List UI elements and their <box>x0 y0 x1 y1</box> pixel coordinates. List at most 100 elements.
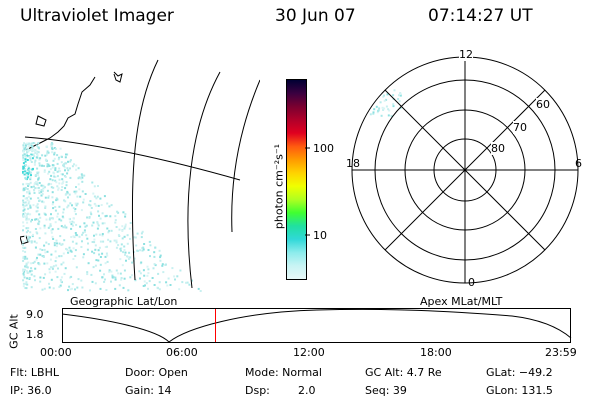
aurora-pixel <box>51 147 54 150</box>
aurora-pixel <box>51 203 54 206</box>
timeline-xtick-1: 06:00 <box>166 346 198 359</box>
aurora-pixel <box>28 240 31 243</box>
aurora-pixel <box>46 150 49 153</box>
aurora-pixel <box>68 250 70 253</box>
colorbar-tick-100: 100 <box>313 142 334 155</box>
aurora-pixel <box>36 256 38 259</box>
aurora-pixel <box>94 248 97 251</box>
aurora-pixel <box>23 171 26 174</box>
aurora-pixel <box>41 255 44 257</box>
aurora-pixel <box>26 199 29 202</box>
aurora-pixel <box>106 254 109 257</box>
aurora-pixel <box>51 235 54 238</box>
polar-aurora-pixel <box>399 107 402 110</box>
aurora-pixel <box>148 280 151 283</box>
aurora-pixel <box>167 277 170 280</box>
aurora-pixel <box>83 229 86 232</box>
aurora-pixel <box>58 242 61 245</box>
aurora-pixel <box>142 248 145 251</box>
aurora-pixel <box>36 154 39 157</box>
aurora-pixel <box>64 226 67 229</box>
aurora-pixel <box>69 176 72 179</box>
aurora-pixel <box>93 238 96 241</box>
aurora-pixel <box>97 210 100 213</box>
aurora-pixel <box>27 202 30 205</box>
aurora-pixel <box>115 241 118 244</box>
aurora-emission <box>22 142 202 292</box>
aurora-pixel <box>40 184 43 187</box>
aurora-pixel <box>36 183 39 186</box>
aurora-pixel <box>54 250 57 253</box>
aurora-pixel <box>22 272 25 275</box>
aurora-pixel <box>136 249 139 252</box>
aurora-pixel <box>101 222 104 225</box>
aurora-pixel <box>53 175 56 178</box>
aurora-pixel <box>57 188 60 191</box>
aurora-pixel <box>123 235 126 238</box>
aurora-pixel <box>23 270 26 273</box>
mlt-label-top: 12 <box>459 48 473 61</box>
polar-aurora-pixel <box>383 94 385 97</box>
aurora-pixel <box>92 266 95 269</box>
aurora-pixel <box>57 227 60 230</box>
aurora-pixel <box>26 257 29 260</box>
aurora-pixel <box>105 252 108 255</box>
timeline-xtick-2: 12:00 <box>293 346 325 359</box>
aurora-pixel <box>49 258 52 261</box>
date-label: 30 Jun 07 <box>275 6 356 26</box>
aurora-pixel <box>72 207 75 210</box>
aurora-pixel <box>36 181 39 184</box>
aurora-pixel <box>38 220 41 223</box>
aurora-pixel <box>151 277 154 279</box>
aurora-pixel <box>46 152 49 155</box>
aurora-pixel <box>54 221 57 224</box>
aurora-pixel <box>99 256 102 258</box>
aurora-pixel <box>41 249 44 251</box>
timeline-ytick-min: 1.8 <box>26 328 44 341</box>
aurora-pixel <box>83 174 86 177</box>
aurora-pixel <box>74 192 77 195</box>
aurora-pixel <box>78 176 81 179</box>
aurora-pixel <box>117 272 120 275</box>
polar-aurora-pixel <box>399 93 402 95</box>
aurora-pixel <box>62 252 65 255</box>
aurora-pixel <box>64 267 67 270</box>
aurora-pixel <box>66 192 69 194</box>
filter-info: Flt: LBHL <box>10 366 59 379</box>
aurora-pixel <box>33 240 36 243</box>
aurora-pixel <box>89 211 92 214</box>
aurora-pixel <box>120 277 123 280</box>
timeline-plot[interactable] <box>62 308 572 344</box>
aurora-pixel <box>146 265 149 268</box>
aurora-pixel <box>42 201 45 204</box>
ip-info: IP: 36.0 <box>10 384 52 397</box>
aurora-pixel <box>55 245 58 248</box>
aurora-pixel <box>48 165 51 167</box>
aurora-pixel <box>34 228 37 230</box>
aurora-pixel <box>93 252 96 255</box>
aurora-pixel <box>52 287 55 290</box>
aurora-pixel <box>144 284 146 287</box>
aurora-pixel <box>57 187 60 190</box>
aurora-pixel <box>61 182 64 185</box>
aurora-pixel <box>30 262 33 265</box>
aurora-pixel <box>26 142 29 145</box>
aurora-pixel <box>25 218 28 221</box>
aurora-pixel <box>54 260 57 263</box>
aurora-pixel <box>29 213 32 216</box>
timeline-xtick-3: 18:00 <box>420 346 452 359</box>
aurora-pixel <box>48 268 51 271</box>
aurora-pixel <box>53 242 56 244</box>
aurora-pixel <box>61 173 64 176</box>
aurora-pixel <box>27 168 30 171</box>
aurora-pixel <box>127 289 130 292</box>
aurora-pixel <box>153 284 156 286</box>
aurora-pixel <box>81 176 84 179</box>
aurora-pixel <box>44 213 47 216</box>
aurora-pixel <box>64 193 67 196</box>
aurora-pixel <box>124 213 127 216</box>
aurora-pixel <box>106 202 109 205</box>
aurora-pixel <box>99 287 102 290</box>
aurora-pixel <box>53 172 56 175</box>
aurora-pixel <box>54 209 57 212</box>
